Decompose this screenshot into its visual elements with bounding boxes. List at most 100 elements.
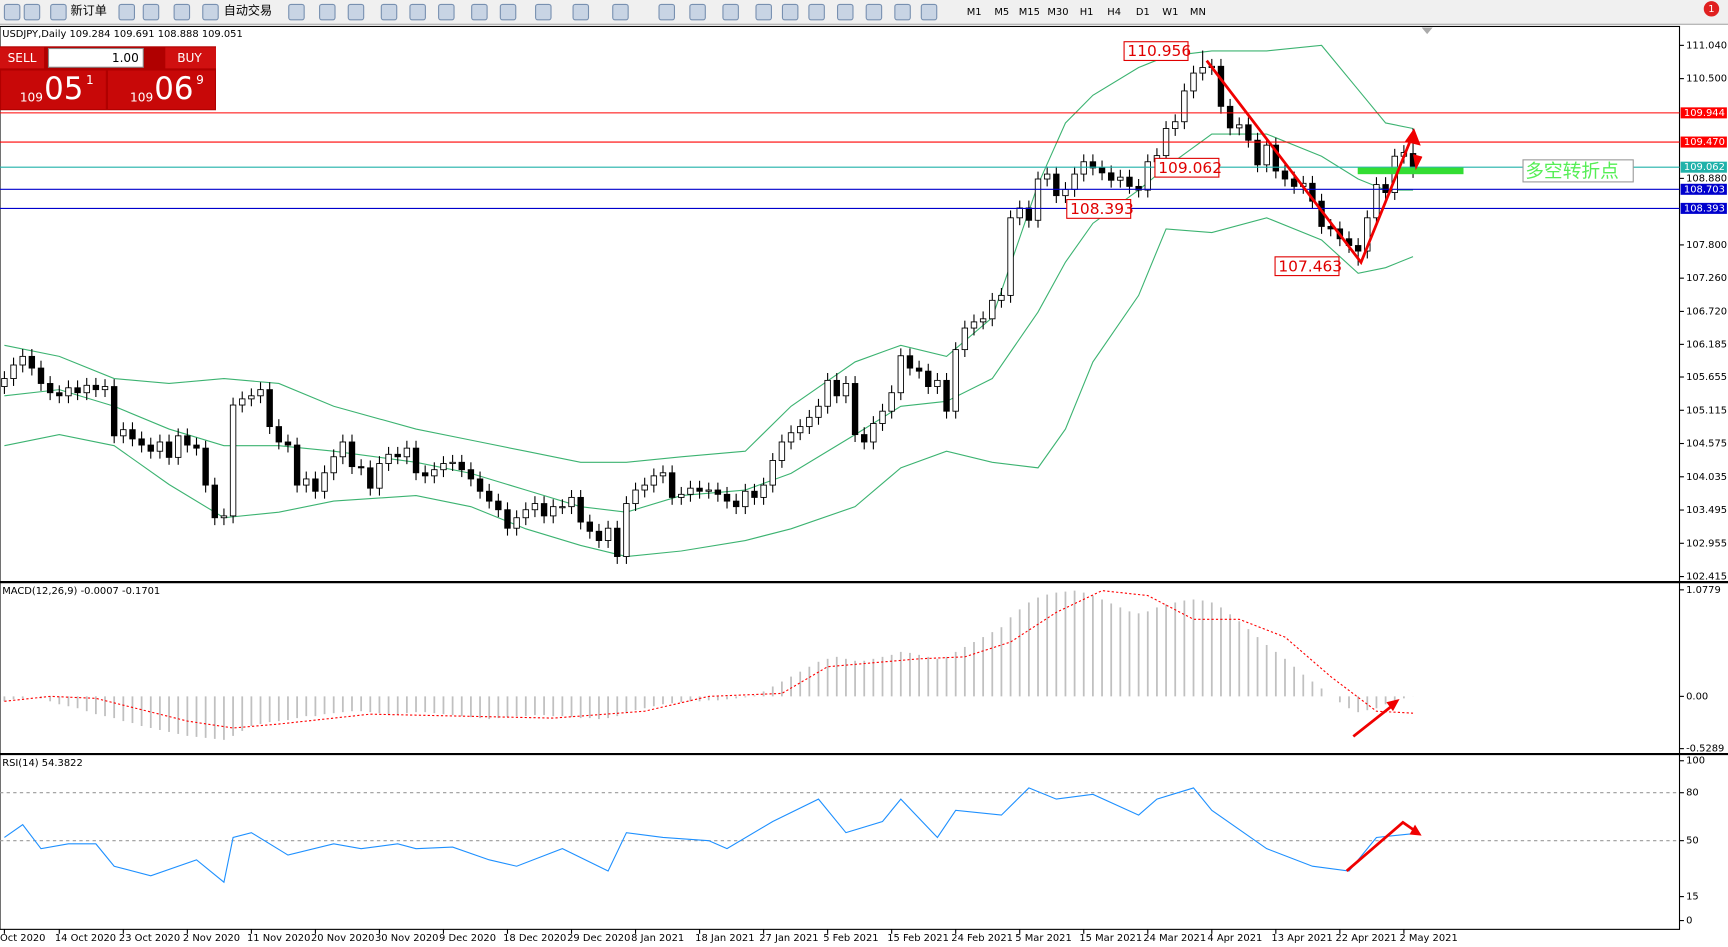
arrow-head xyxy=(1404,128,1423,171)
candle-body xyxy=(1016,207,1023,219)
macd-bar xyxy=(899,651,902,697)
bid-box[interactable] xyxy=(1,70,106,110)
candle-body xyxy=(1373,184,1380,219)
toolbar-icon[interactable] xyxy=(471,3,488,21)
macd-bar xyxy=(1101,599,1103,697)
auto-trading-button[interactable]: 自动交易 xyxy=(224,3,272,18)
toolbar-icon[interactable] xyxy=(202,3,219,21)
candle-body xyxy=(723,493,731,502)
toolbar-icon[interactable] xyxy=(288,3,305,21)
timeframe-button[interactable]: MN xyxy=(1190,7,1206,18)
chart-frame xyxy=(0,25,1681,930)
toolbar-icon[interactable] xyxy=(722,3,739,21)
candle-body xyxy=(531,503,539,511)
timeframe-button[interactable]: M15 xyxy=(1019,7,1040,18)
candle-body xyxy=(275,426,283,443)
candle-body xyxy=(485,490,493,502)
macd-bar xyxy=(1064,591,1067,697)
toolbar-icon[interactable] xyxy=(409,3,426,21)
macd-bar xyxy=(442,696,445,715)
toolbar-icon[interactable] xyxy=(894,3,911,21)
candle-body xyxy=(915,367,923,372)
macd-bar xyxy=(854,660,856,697)
toolbar-icon[interactable] xyxy=(689,3,706,21)
lots-input[interactable] xyxy=(47,47,144,68)
macd-bar xyxy=(3,696,6,702)
buy-button[interactable] xyxy=(165,47,216,69)
toolbar-icon[interactable] xyxy=(118,3,135,21)
timeframe-button[interactable]: M1 xyxy=(967,7,982,18)
candle-body xyxy=(705,489,712,492)
macd-arrow xyxy=(1352,702,1397,738)
candle-body xyxy=(303,478,310,486)
ohlc-open: 109.284 xyxy=(69,29,110,40)
macd-bar xyxy=(1174,602,1177,697)
toolbar-icon[interactable] xyxy=(347,3,365,21)
macd-bar xyxy=(1274,651,1277,697)
toolbar-icon[interactable] xyxy=(50,3,67,21)
toolbar-icon[interactable] xyxy=(808,3,825,21)
rsi-header: RSI(14) 54.3822 xyxy=(2,758,83,769)
toolbar-icon[interactable] xyxy=(836,3,854,21)
toolbar-icon[interactable] xyxy=(173,3,191,21)
new-order-button[interactable]: 新订单 xyxy=(71,3,107,18)
macd-bar xyxy=(634,696,637,711)
notification-badge[interactable] xyxy=(1703,1,1720,17)
toolbar-icon[interactable] xyxy=(572,3,590,21)
ask-box[interactable] xyxy=(108,70,215,110)
candle-body xyxy=(229,404,237,517)
candle-body xyxy=(458,461,465,471)
x-tick-label: 29 Dec 2020 xyxy=(567,933,630,944)
toolbar-icon[interactable] xyxy=(535,3,552,21)
candle-body xyxy=(348,441,356,468)
toolbar-icon[interactable] xyxy=(499,3,517,21)
macd-bar xyxy=(1018,609,1021,697)
toolbar-icon[interactable] xyxy=(865,3,883,21)
macd-header: MACD(12,26,9) -0.0007 -0.1701 xyxy=(2,586,160,597)
annotation-box xyxy=(1522,159,1634,183)
macd-bar xyxy=(451,696,454,716)
sell-button[interactable] xyxy=(0,47,45,69)
candle-body xyxy=(1226,105,1234,129)
toolbar-icon[interactable] xyxy=(23,3,41,21)
candle-body xyxy=(211,484,218,519)
macd-bar xyxy=(909,652,911,697)
macd-bar xyxy=(351,696,353,712)
toolbar-icon[interactable] xyxy=(781,3,799,21)
buy-label[interactable]: BUY xyxy=(177,51,202,65)
toolbar-icon[interactable] xyxy=(658,3,675,21)
toolbar-icon[interactable] xyxy=(920,3,938,21)
timeframe-button[interactable]: H1 xyxy=(1080,7,1094,18)
x-tick-label: 27 Jan 2021 xyxy=(759,933,818,944)
lots-value[interactable]: 1.00 xyxy=(112,51,139,65)
macd-bar xyxy=(12,696,15,700)
macd-bar xyxy=(433,696,436,714)
price-annotation-box xyxy=(1123,41,1189,62)
macd-bar xyxy=(1384,696,1387,705)
macd-bar xyxy=(707,696,710,701)
macd-bar xyxy=(177,696,180,734)
toolbar-icon[interactable] xyxy=(438,3,455,21)
timeframe-button[interactable]: D1 xyxy=(1136,7,1150,18)
toolbar-icon[interactable] xyxy=(3,3,21,21)
ask-big: 109 xyxy=(130,91,153,105)
candle-body xyxy=(184,435,191,446)
sell-label[interactable]: SELL xyxy=(8,51,37,65)
macd-bar xyxy=(1000,627,1003,697)
macd-bar xyxy=(195,696,198,737)
timeframe-button[interactable]: W1 xyxy=(1162,7,1178,18)
toolbar-icon[interactable] xyxy=(380,3,398,21)
timeframe-button[interactable]: H4 xyxy=(1107,7,1121,18)
toolbar-icon[interactable] xyxy=(612,3,629,21)
candle-body xyxy=(1217,65,1225,107)
toolbar-icon[interactable] xyxy=(319,3,336,21)
macd-bar xyxy=(570,696,573,718)
timeframe-button[interactable]: M30 xyxy=(1047,7,1068,18)
annotation: 多空转折点 xyxy=(1525,161,1619,182)
toolbar-icon[interactable] xyxy=(755,3,772,21)
candle-body xyxy=(897,355,905,394)
timeframe-button[interactable]: M5 xyxy=(994,7,1009,18)
candle-body xyxy=(742,490,749,508)
toolbar-icon[interactable] xyxy=(142,3,160,21)
macd-bar xyxy=(945,656,948,697)
